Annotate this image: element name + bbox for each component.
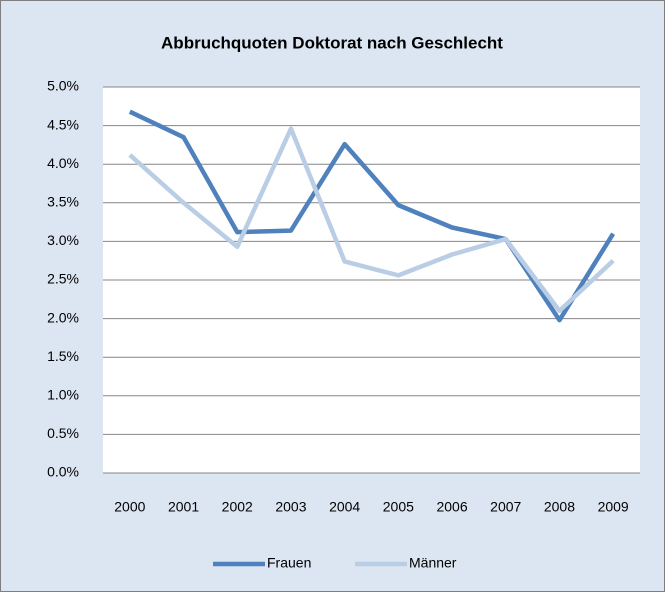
x-tick-label: 2009 xyxy=(598,499,629,515)
y-tick-label: 3.0% xyxy=(47,232,79,248)
y-tick-label: 2.0% xyxy=(47,309,79,325)
line-series xyxy=(128,126,615,314)
legend-label: Frauen xyxy=(267,555,311,571)
x-tick-label: 2006 xyxy=(436,499,467,515)
x-tick-label: 2004 xyxy=(329,499,360,515)
y-tick-label: 3.5% xyxy=(47,194,79,210)
legend-label: Männer xyxy=(409,555,457,571)
y-tick-label: 5.0% xyxy=(47,78,79,94)
y-tick-label: 4.5% xyxy=(47,116,79,132)
y-tick-label: 0.0% xyxy=(47,464,79,480)
x-tick-label: 2005 xyxy=(383,499,414,515)
y-tick-label: 2.5% xyxy=(47,271,79,287)
x-tick-label: 2007 xyxy=(490,499,521,515)
x-tick-label: 2008 xyxy=(544,499,575,515)
chart-title: Abbruchquoten Doktorat nach Geschlecht xyxy=(161,33,503,52)
x-tick-label: 2003 xyxy=(275,499,306,515)
x-tick-label: 2001 xyxy=(168,499,199,515)
line-series xyxy=(128,109,616,323)
y-tick-label: 4.0% xyxy=(47,155,79,171)
x-tick-label: 2000 xyxy=(114,499,145,515)
y-tick-label: 0.5% xyxy=(47,425,79,441)
x-tick-label: 2002 xyxy=(222,499,253,515)
y-tick-label: 1.5% xyxy=(47,348,79,364)
y-tick-label: 1.0% xyxy=(47,387,79,403)
